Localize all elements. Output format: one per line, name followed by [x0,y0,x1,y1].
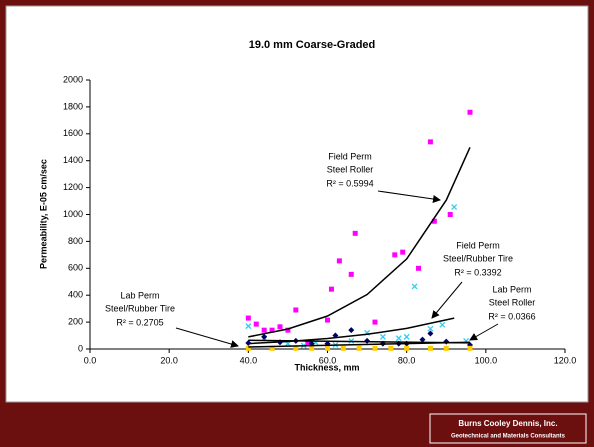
data-point [348,327,355,334]
data-point [395,335,402,342]
data-point [261,333,268,340]
annotation-r2: R² = 0.2705 [116,317,163,327]
data-point [427,345,433,351]
x-tick-label: 80.0 [398,355,416,365]
chart-title: 19.0 mm Coarse-Graded [249,39,376,51]
annotation-text: Steel Roller [489,297,536,307]
data-point [245,345,251,351]
data-point [427,325,434,332]
data-point [443,345,449,351]
data-point [261,327,267,333]
chart-area [5,5,589,403]
annotation-arrow [431,281,463,319]
data-point [372,319,378,325]
data-point [356,345,362,351]
data-point [340,345,346,351]
annotation-text: Field Perm [456,240,500,250]
company-tagline: Geotechnical and Materials Consultants [451,434,566,440]
y-tick-label: 400 [68,290,83,300]
data-point [427,139,433,145]
data-point [245,315,251,321]
data-point [293,307,299,313]
data-point [245,339,252,346]
data-point [352,230,358,236]
annotation-text: Lab Perm [120,290,159,300]
data-point [419,336,426,343]
data-point [332,332,339,339]
x-axis-label: Thickness, mm [294,362,359,372]
data-point [325,345,330,351]
data-point [348,271,354,277]
data-point [336,258,342,264]
data-point [431,218,437,224]
data-point [447,212,453,217]
annotation-r2: R² = 0.0366 [488,311,535,321]
x-tick-label: 40.0 [240,355,258,365]
annotation-arrow [175,327,239,348]
data-point [269,345,275,351]
y-tick-label: 1600 [63,128,83,138]
data-point [467,345,473,351]
data-point [400,249,406,255]
data-point [416,265,422,271]
data-point [269,327,275,333]
annotation-text: Steel/Rubber Tire [443,253,513,263]
logo-box [429,413,587,444]
y-tick-label: 2000 [63,74,83,84]
data-point [309,345,315,351]
annotation-text: Field Perm [328,151,372,161]
trend-line [248,341,471,348]
annotation-r2: R² = 0.3392 [454,267,501,277]
data-point [305,341,311,347]
data-point [439,321,446,328]
data-point [411,283,418,290]
annotation-text: Lab Perm [492,284,531,294]
data-point [388,345,394,351]
y-tick-label: 1400 [63,155,83,165]
data-point [325,317,330,323]
x-tick-label: 100.0 [475,355,498,365]
y-tick-label: 200 [68,316,83,326]
data-point [277,324,283,330]
data-point [328,286,334,292]
annotation-r2: R² = 0.5994 [326,178,373,188]
y-tick-label: 1000 [63,209,83,219]
data-point [293,345,299,351]
x-tick-label: 20.0 [160,355,178,365]
y-tick-label: 800 [68,236,83,246]
annotation-text: Steel/Rubber Tire [105,303,175,313]
data-point [403,333,410,340]
data-point [451,204,458,211]
annotation-arrow [469,323,499,341]
x-tick-label: 120.0 [554,355,577,365]
annotation-arrow [377,190,441,203]
y-axis-label: Permeability, E-05 cm/sec [38,159,48,269]
data-point [253,321,259,327]
data-point [285,327,291,333]
y-tick-label: 0 [78,343,83,353]
company-name: Burns Cooley Dennis, Inc. [458,419,557,428]
annotation-text: Steel Roller [327,164,374,174]
data-point [379,333,386,340]
y-tick-label: 1200 [63,182,83,192]
trend-line [248,146,471,338]
data-point [427,330,434,337]
data-point [245,323,252,330]
y-tick-label: 1800 [63,101,83,111]
y-tick-label: 600 [68,263,83,273]
data-point [392,252,398,258]
data-point [372,345,378,351]
x-tick-label: 0.0 [84,355,97,365]
data-point [404,345,410,351]
x-tick-label: 60.0 [319,355,337,365]
data-point [467,109,473,115]
